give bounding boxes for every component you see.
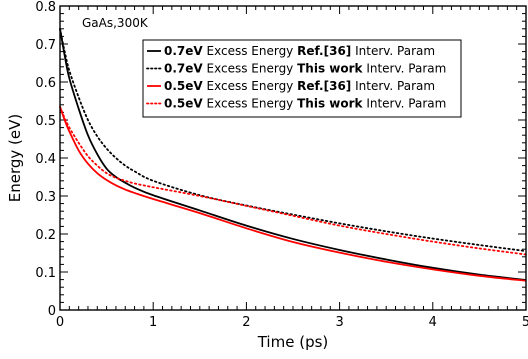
y-tick-label: 0.6 (35, 76, 56, 91)
legend-text-part: This work (297, 97, 363, 111)
legend-box (142, 39, 462, 118)
legend: 0.7eV Excess Energy Ref.[36] Interv. Par… (142, 39, 462, 118)
y-tick-label: 0.2 (35, 228, 56, 243)
y-tick-label: 0.5 (35, 114, 56, 129)
y-tick-label: 0.4 (35, 152, 56, 167)
x-tick-label: 2 (242, 315, 250, 330)
legend-text-part: Excess Energy (203, 97, 297, 111)
series-layer (59, 27, 527, 282)
series-line-2 (59, 27, 527, 252)
series-line-1 (59, 28, 527, 281)
plot-frame (59, 5, 527, 311)
y-tick-label: 0.1 (35, 266, 56, 281)
x-tick-label: 5 (522, 315, 528, 330)
legend-text-part: Ref.[36] (297, 79, 351, 93)
series-line-3 (59, 106, 527, 282)
y-tick-label: 0.3 (35, 190, 56, 205)
legend-text-part: Interv. Param (363, 97, 447, 111)
legend-entry: 0.5eV Excess Energy Ref.[36] Interv. Par… (164, 79, 435, 93)
y-tick-label: 0.8 (35, 0, 56, 15)
y-tick-label: 0 (48, 304, 56, 319)
legend-text-part: 0.5eV (164, 97, 203, 111)
legend-text-part: Interv. Param (351, 79, 435, 93)
legend-text-part: Excess Energy (203, 44, 297, 58)
legend-text-part: 0.7eV (164, 44, 203, 58)
legend-entry: 0.5eV Excess Energy This work Interv. Pa… (164, 97, 446, 111)
legend-entry: 0.7eV Excess Energy Ref.[36] Interv. Par… (164, 44, 435, 58)
y-axis-title: Energy (eV) (6, 114, 24, 202)
legend-text-part: Excess Energy (203, 62, 297, 76)
legend-text-part: 0.7eV (164, 62, 203, 76)
legend-entry: 0.7eV Excess Energy This work Interv. Pa… (164, 62, 446, 76)
x-tick-label: 0 (56, 315, 64, 330)
y-tick-label: 0.7 (35, 38, 56, 53)
legend-text-part: Excess Energy (203, 79, 297, 93)
x-tick-label: 1 (149, 315, 157, 330)
x-tick-label: 4 (429, 315, 437, 330)
legend-text-part: 0.5eV (164, 79, 203, 93)
series-line-4 (59, 105, 527, 256)
x-tick-label: 3 (335, 315, 343, 330)
annotation-label: GaAs,300K (82, 16, 149, 30)
legend-text-part: This work (297, 62, 363, 76)
tick-labels: 0 1 2 3 4 5 0 0.1 0.2 0.3 0.4 0.5 0.6 0.7 0.8 (35, 0, 528, 330)
legend-text-part: Interv. Param (363, 62, 447, 76)
x-axis-title: Time (ps) (257, 333, 329, 351)
legend-text-part: Interv. Param (351, 44, 435, 58)
legend-text-part: Ref.[36] (297, 44, 351, 58)
